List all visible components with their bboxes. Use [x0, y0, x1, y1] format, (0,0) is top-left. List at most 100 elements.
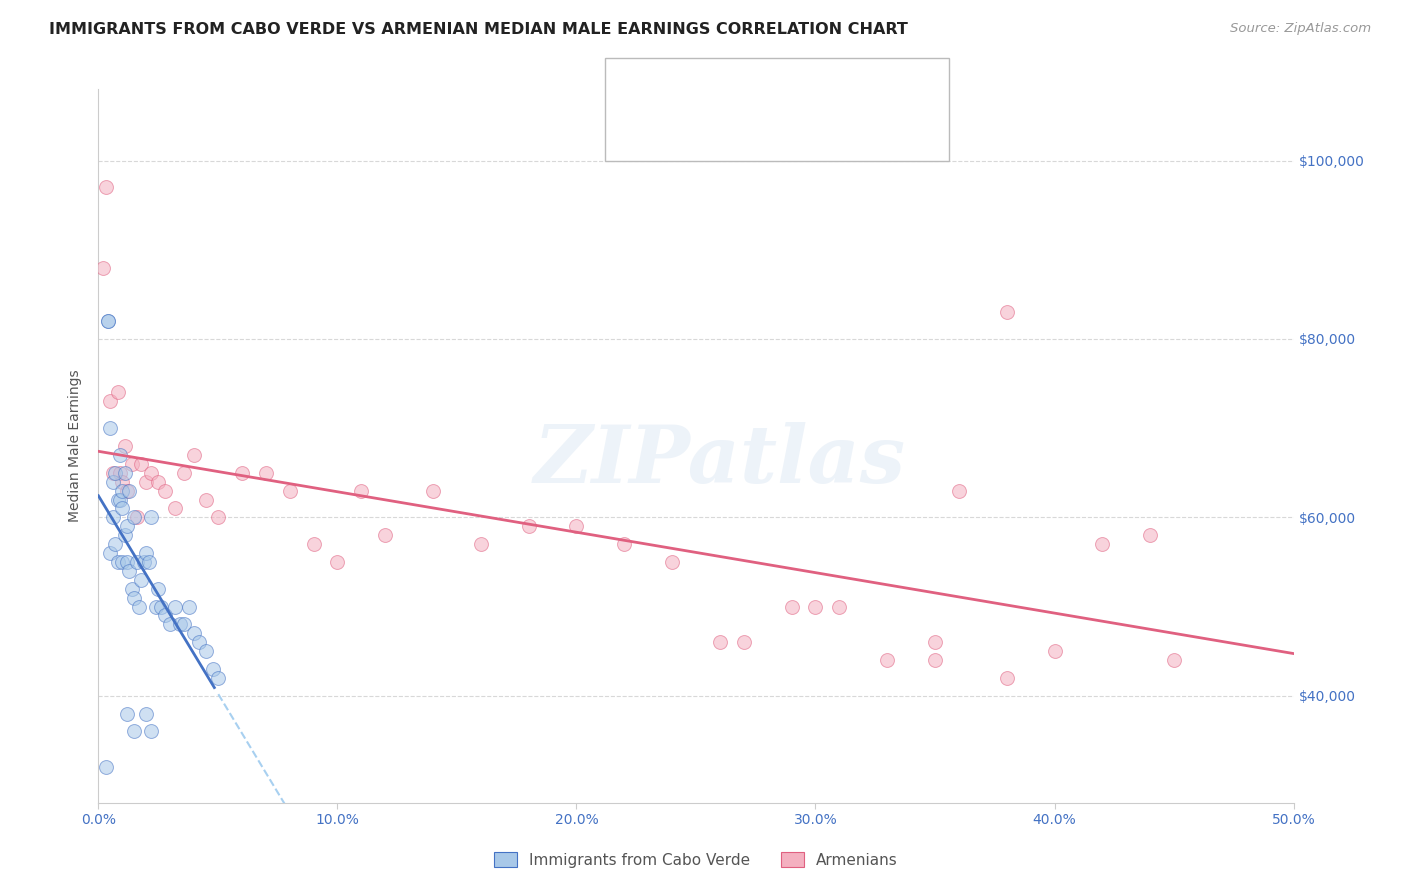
Point [131, 573, 153, 587]
Point [104, 537, 127, 551]
Point [565, 519, 588, 533]
Point [139, 466, 162, 480]
Legend: Immigrants from Cabo Verde, Armenians: Immigrants from Cabo Verde, Armenians [488, 846, 904, 873]
Point [128, 599, 150, 614]
Point [195, 492, 218, 507]
Text: 50: 50 [820, 81, 841, 96]
Point [155, 608, 177, 623]
Point [148, 475, 170, 489]
Text: R =: R = [655, 122, 689, 137]
Point [91, 260, 114, 275]
Point [135, 546, 157, 560]
Point [124, 591, 146, 605]
Point [374, 528, 396, 542]
Point [155, 483, 177, 498]
Point [94, 180, 117, 194]
Point [132, 555, 155, 569]
Point [138, 555, 160, 569]
Point [104, 466, 127, 480]
Point [1043, 644, 1066, 658]
Text: N =: N = [775, 122, 808, 137]
Point [107, 492, 129, 507]
Point [125, 510, 148, 524]
Text: ZIPatlas: ZIPatlas [534, 422, 905, 499]
Point [173, 466, 195, 480]
Point [107, 555, 129, 569]
Point [139, 510, 162, 524]
Point [207, 671, 229, 685]
Point [780, 599, 803, 614]
Point [995, 305, 1018, 319]
Point [108, 492, 131, 507]
Point [163, 501, 186, 516]
Point [114, 439, 136, 453]
Point [179, 599, 201, 614]
Point [995, 671, 1018, 685]
Point [115, 519, 138, 533]
Point [1139, 528, 1161, 542]
Point [470, 537, 492, 551]
Point [733, 635, 755, 649]
Point [108, 466, 131, 480]
Point [101, 466, 124, 480]
Point [876, 653, 898, 667]
Point [101, 510, 124, 524]
Point [121, 582, 143, 596]
Point [613, 537, 636, 551]
Point [107, 385, 129, 400]
Point [135, 706, 157, 721]
Text: Source: ZipAtlas.com: Source: ZipAtlas.com [1230, 22, 1371, 36]
Y-axis label: Median Male Earnings: Median Male Earnings [69, 369, 83, 523]
Text: -0.276: -0.276 [700, 81, 755, 96]
Point [804, 599, 827, 614]
Point [828, 599, 851, 614]
Point [131, 457, 153, 471]
Point [111, 475, 134, 489]
Point [254, 466, 277, 480]
Point [422, 483, 444, 498]
Point [924, 635, 946, 649]
Text: -0.155: -0.155 [700, 122, 755, 137]
Point [124, 510, 146, 524]
Point [163, 599, 186, 614]
Point [183, 448, 205, 462]
Point [326, 555, 349, 569]
Point [202, 662, 225, 676]
Text: R =: R = [655, 81, 689, 96]
Point [118, 483, 141, 498]
Point [159, 617, 181, 632]
Point [195, 644, 218, 658]
Point [111, 483, 134, 498]
Point [101, 475, 124, 489]
Point [108, 448, 131, 462]
Point [302, 537, 325, 551]
Point [231, 466, 253, 480]
Point [1163, 653, 1185, 667]
Point [115, 706, 138, 721]
Text: N =: N = [775, 81, 808, 96]
Point [114, 466, 136, 480]
Point [278, 483, 301, 498]
Point [661, 555, 683, 569]
Point [98, 394, 122, 409]
Point [115, 483, 138, 498]
Point [135, 475, 157, 489]
Point [115, 555, 138, 569]
Point [709, 635, 731, 649]
Point [207, 510, 229, 524]
Point [97, 314, 120, 328]
Point [94, 760, 117, 774]
Point [187, 635, 209, 649]
Point [98, 546, 122, 560]
Point [145, 599, 167, 614]
Point [948, 483, 970, 498]
Point [149, 599, 172, 614]
Point [114, 528, 136, 542]
Point [111, 555, 134, 569]
Point [124, 724, 146, 739]
Point [173, 617, 195, 632]
Point [148, 582, 170, 596]
Point [517, 519, 540, 533]
Text: 49: 49 [820, 122, 841, 137]
Point [98, 421, 122, 435]
